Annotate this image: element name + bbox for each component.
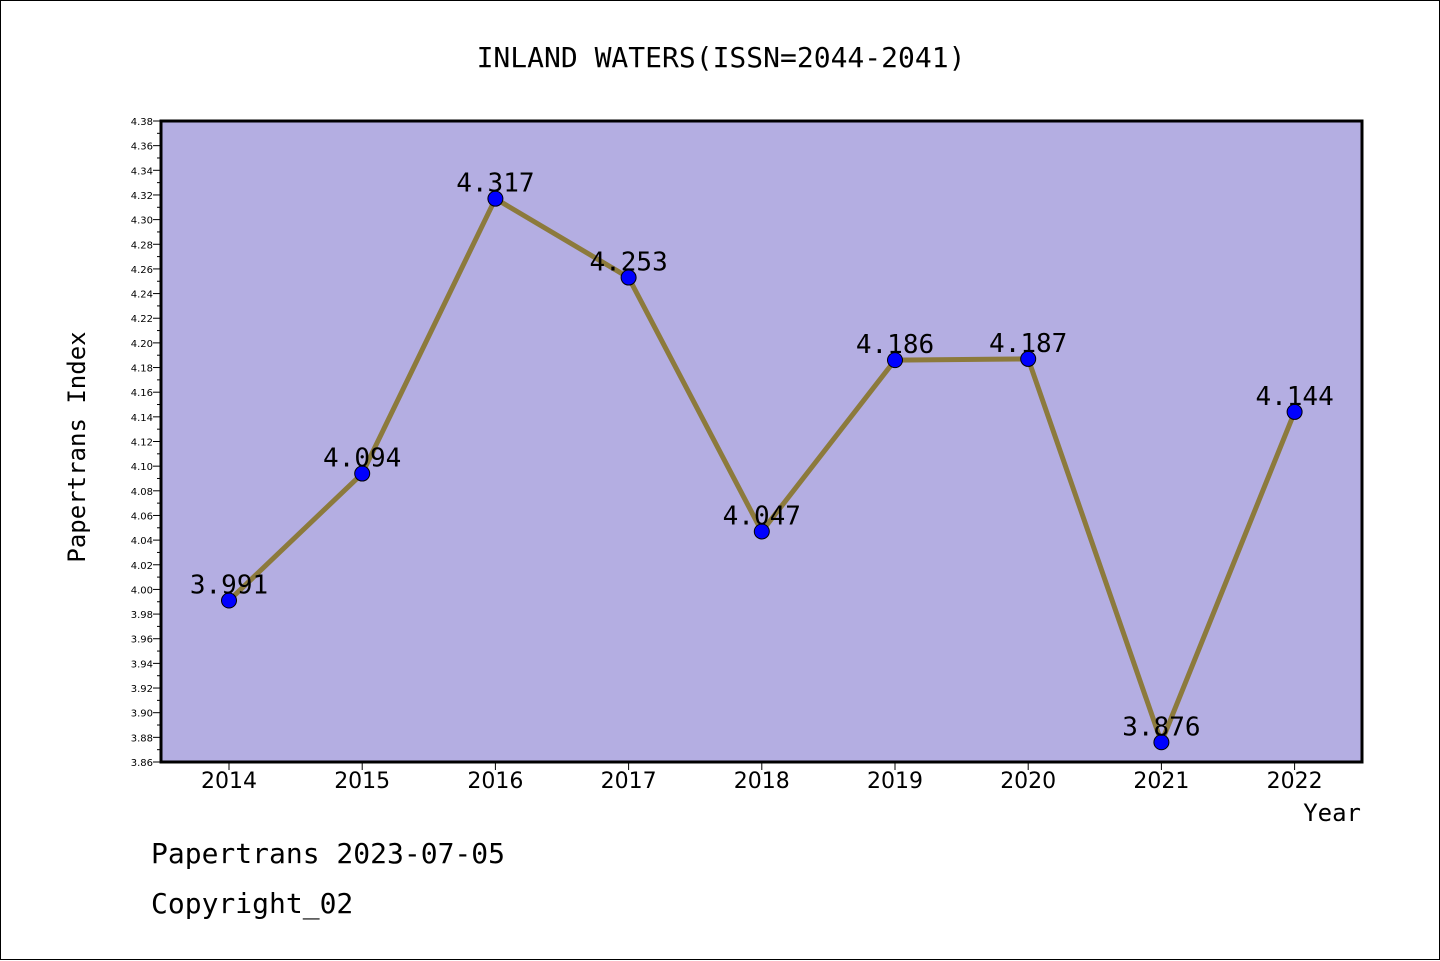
footer-date: Papertrans 2023-07-05 [151, 837, 506, 870]
data-label: 4.094 [323, 444, 401, 474]
data-point [887, 352, 903, 369]
y-tick-label: 3.88 [131, 733, 153, 744]
y-axis-title: Papertrans Index [63, 331, 91, 562]
y-tick-label: 4.10 [131, 462, 153, 473]
data-labels: 3.991 4.094 4.317 4.253 4.047 4.186 4.187 3.876… [190, 169, 1334, 743]
data-point [1153, 734, 1170, 751]
y-tick-label: 4.20 [131, 339, 153, 350]
y-tick-label: 4.16 [131, 388, 153, 399]
y-tick-label: 4.04 [131, 536, 153, 547]
y-tick-label: 4.06 [131, 511, 153, 522]
y-tick-label: 4.36 [131, 142, 153, 153]
x-axis: 2014 2015 2016 2017 2018 2019 2020 2021 2022 [201, 762, 1323, 794]
y-tick-label: 4.26 [131, 265, 153, 276]
y-tick-label: 3.96 [131, 635, 153, 646]
x-tick-label: 2018 [734, 769, 790, 794]
data-point [620, 269, 637, 286]
y-axis: 3.86 3.88 3.90 3.92 3.94 3.96 3.98 4.00 4.02 4.04… [131, 117, 161, 769]
y-tick-label: 4.08 [131, 487, 153, 498]
x-tick-label: 2015 [334, 769, 390, 794]
y-tick-label: 4.18 [131, 364, 153, 375]
data-point [1020, 350, 1037, 367]
data-label: 4.253 [589, 248, 667, 278]
y-tick-label: 4.32 [131, 191, 153, 202]
data-label: 3.876 [1122, 712, 1200, 742]
y-tick-label: 4.28 [131, 240, 153, 251]
y-tick-label: 3.98 [131, 610, 153, 621]
data-point [1286, 403, 1303, 420]
data-point [221, 592, 237, 609]
data-points [221, 190, 1303, 751]
chart-title: INLAND WATERS(ISSN=2044-2041) [477, 41, 966, 74]
y-tick-label: 3.94 [131, 659, 153, 670]
y-tick-label: 4.12 [131, 438, 153, 449]
y-tick-label: 4.30 [131, 216, 153, 227]
data-label: 3.991 [190, 571, 268, 601]
y-tick-label: 4.22 [131, 314, 153, 325]
x-tick-label: 2021 [1133, 769, 1189, 794]
y-tick-label: 4.38 [131, 117, 153, 128]
y-tick-label: 3.92 [131, 684, 153, 695]
x-tick-label: 2014 [201, 769, 257, 794]
data-label: 4.317 [456, 169, 534, 199]
y-tick-label: 3.90 [131, 709, 153, 720]
x-tick-label: 2019 [867, 769, 923, 794]
data-point [487, 190, 504, 207]
y-tick-label: 4.24 [131, 290, 153, 301]
x-tick-label: 2016 [467, 769, 523, 794]
footer-copyright: Copyright_02 [151, 887, 354, 920]
data-label: 4.144 [1255, 382, 1333, 412]
y-tick-label: 4.34 [131, 166, 153, 177]
x-tick-label: 2017 [601, 769, 657, 794]
y-tick-label: 4.14 [131, 413, 153, 424]
data-label: 4.047 [723, 501, 801, 531]
data-point [354, 465, 371, 482]
data-point [753, 523, 770, 540]
x-axis-title: Year [1303, 799, 1361, 827]
y-tick-label: 4.02 [131, 561, 153, 572]
plot-area [159, 119, 1364, 764]
x-tick-label: 2020 [1000, 769, 1056, 794]
y-tick-label: 4.00 [131, 585, 153, 596]
data-label: 4.187 [989, 329, 1067, 359]
x-tick-label: 2022 [1267, 769, 1323, 794]
y-tick-label: 3.86 [131, 758, 153, 769]
data-label: 4.186 [856, 330, 934, 360]
